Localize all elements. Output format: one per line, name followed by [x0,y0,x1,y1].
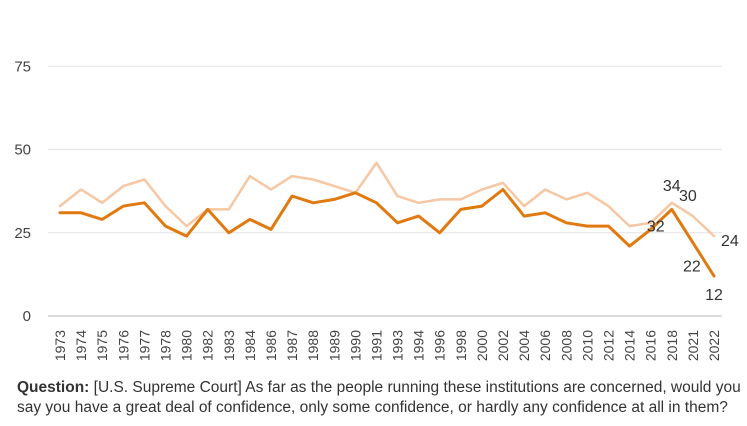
x-tick-label: 1982 [200,330,216,361]
data-label: 30 [679,188,697,205]
question-text: [U.S. Supreme Court] As far as the peopl… [17,379,741,416]
x-tick-label: 1974 [73,330,89,361]
x-tick-label: 2021 [685,330,701,361]
x-tick-label: 1980 [179,330,195,361]
x-tick-label: 1988 [305,330,321,361]
question-label: Question: [17,379,90,396]
series-lines [58,161,716,278]
line-chart: 0 25 50 75 1973 1974 1975 1976 1977 1978 1980 1982… [14,58,739,361]
x-tick-label: 1987 [284,330,300,361]
x-tick-label: 1993 [390,330,406,361]
data-label: 34 [663,178,681,195]
x-tick-label: 1977 [136,330,152,361]
series-line-2 [58,188,716,278]
x-tick-label: 2022 [706,330,722,361]
x-tick-label: 1989 [326,330,342,361]
question-note: Question: [U.S. Supreme Court] As far as… [17,378,742,418]
y-tick-label: 0 [23,308,31,325]
x-tick-label: 2008 [558,330,574,361]
x-tick-label: 1984 [242,330,258,361]
x-tick-label: 1991 [368,330,384,361]
x-tick-label: 2012 [601,330,617,361]
x-tick-label: 1996 [432,330,448,361]
data-label: 32 [647,218,665,235]
y-axis-ticks: 0 25 50 75 [14,58,31,325]
x-tick-label: 1976 [115,330,131,361]
x-tick-label: 1990 [347,330,363,361]
x-tick-label: 2018 [664,330,680,361]
x-tick-label: 1975 [94,330,110,361]
data-label: 24 [721,233,739,250]
x-tick-label: 2010 [579,330,595,361]
x-tick-label: 1978 [157,330,173,361]
x-axis-ticks: 1973 1974 1975 1976 1977 1978 1980 1982 1983 1984… [52,330,722,361]
x-tick-label: 2006 [537,330,553,361]
gridlines [48,65,722,317]
data-label: 12 [705,287,723,304]
x-tick-label: 1983 [221,330,237,361]
x-tick-label: 1994 [411,330,427,361]
x-tick-label: 2004 [516,330,532,361]
y-tick-label: 50 [14,142,31,159]
x-tick-label: 2002 [495,330,511,361]
y-tick-label: 75 [14,58,31,75]
y-tick-label: 25 [14,225,31,242]
x-tick-label: 1986 [263,330,279,361]
x-tick-label: 2014 [622,330,638,361]
data-label: 22 [683,259,701,276]
x-tick-label: 2000 [474,330,490,361]
x-tick-label: 1973 [52,330,68,361]
series-line-1 [58,161,716,238]
x-tick-label: 1998 [453,330,469,361]
x-tick-label: 2016 [643,330,659,361]
